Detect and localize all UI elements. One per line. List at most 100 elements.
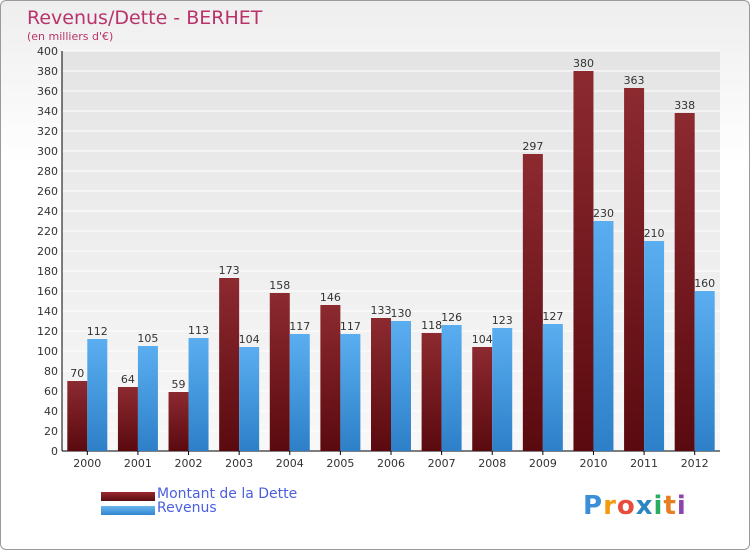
revenue-bar [542, 324, 563, 451]
revenue-bar [391, 321, 411, 451]
x-tick-label: 2005 [326, 457, 354, 470]
revenue-value-label: 117 [340, 320, 361, 333]
revenue-value-label: 117 [289, 320, 310, 333]
y-tick-label: 400 [37, 45, 58, 58]
debt-bar [117, 387, 138, 451]
debt-value-label: 64 [121, 373, 135, 386]
logo-letter: x [635, 491, 654, 521]
y-tick-label: 100 [37, 345, 58, 358]
revenue-value-label: 127 [542, 310, 563, 323]
revenue-value-label: 210 [644, 227, 665, 240]
revenue-value-label: 230 [593, 207, 614, 220]
x-tick-label: 2003 [225, 457, 253, 470]
x-tick-label: 2010 [579, 457, 607, 470]
debt-bar [67, 381, 88, 451]
y-tick-label: 180 [37, 265, 58, 278]
revenue-bar [137, 346, 158, 451]
y-tick-label: 240 [37, 205, 58, 218]
debt-bar [421, 333, 442, 451]
y-tick-label: 340 [37, 105, 58, 118]
revenue-bar [87, 339, 108, 451]
y-tick-label: 280 [37, 165, 58, 178]
revenue-bar [188, 338, 209, 451]
y-tick-label: 200 [37, 245, 58, 258]
chart-title: Revenus/Dette - BERHET [27, 7, 263, 29]
revenue-bar [289, 334, 310, 451]
revenue-bar [644, 241, 665, 451]
y-tick-label: 300 [37, 145, 58, 158]
y-tick-label: 260 [37, 185, 58, 198]
debt-value-label: 380 [573, 57, 594, 70]
x-tick-label: 2001 [124, 457, 152, 470]
logo-letter: P [583, 491, 604, 521]
x-tick-label: 2011 [630, 457, 658, 470]
debt-value-label: 133 [371, 304, 392, 317]
debt-bar [320, 305, 341, 451]
revenue-value-label: 104 [239, 333, 260, 346]
debt-value-label: 363 [624, 74, 645, 87]
debt-bar [522, 154, 543, 451]
x-tick-label: 2002 [175, 457, 203, 470]
debt-bar [674, 113, 695, 451]
debt-value-label: 297 [522, 140, 543, 153]
debt-value-label: 70 [70, 367, 84, 380]
y-tick-label: 220 [37, 225, 58, 238]
x-tick-label: 2004 [276, 457, 304, 470]
revenue-bar [340, 334, 361, 451]
y-tick-label: 160 [37, 285, 58, 298]
y-tick-label: 320 [37, 125, 58, 138]
revenue-bar [694, 291, 715, 451]
debt-value-label: 118 [421, 319, 442, 332]
x-tick-label: 2009 [529, 457, 557, 470]
debt-bar [168, 392, 189, 451]
revenue-value-label: 126 [441, 311, 462, 324]
revenue-bar [441, 325, 462, 451]
debt-bar [371, 318, 391, 451]
y-tick-label: 80 [44, 365, 58, 378]
debt-bar [573, 71, 594, 451]
debt-value-label: 146 [320, 291, 341, 304]
x-tick-label: 2007 [428, 457, 456, 470]
revenue-value-label: 113 [188, 324, 209, 337]
y-tick-label: 120 [37, 325, 58, 338]
chart-subtitle: (en milliers d'€) [27, 30, 114, 43]
proxiti-logo: Proxiti [583, 491, 687, 521]
revenue-value-label: 123 [492, 314, 513, 327]
debt-bar [624, 88, 645, 451]
debt-value-label: 173 [219, 264, 240, 277]
debt-value-label: 59 [172, 378, 186, 391]
debt-bar [219, 278, 240, 451]
y-tick-label: 0 [51, 445, 58, 458]
debt-bar [472, 347, 493, 451]
revenue-value-label: 112 [87, 325, 108, 338]
y-tick-label: 140 [37, 305, 58, 318]
revenue-value-label: 160 [694, 277, 715, 290]
debt-value-label: 158 [269, 279, 290, 292]
legend-label-revenue: Revenus [157, 500, 217, 516]
legend-swatch-debt [101, 492, 155, 501]
debt-value-label: 104 [472, 333, 493, 346]
logo-letter: r [603, 491, 617, 521]
x-tick-label: 2006 [377, 457, 405, 470]
logo-letter: o [616, 491, 636, 521]
y-tick-label: 40 [44, 405, 58, 418]
y-tick-label: 20 [44, 425, 58, 438]
y-tick-label: 360 [37, 85, 58, 98]
revenue-value-label: 105 [137, 332, 158, 345]
y-tick-label: 380 [37, 65, 58, 78]
debt-bar [269, 293, 290, 451]
x-tick-label: 2012 [681, 457, 709, 470]
debt-value-label: 338 [674, 99, 695, 112]
revenue-bar [492, 328, 513, 451]
y-tick-label: 60 [44, 385, 58, 398]
logo-letter: i [676, 491, 687, 521]
legend-swatch-revenue [101, 506, 155, 515]
logo-letter: i [653, 491, 664, 521]
x-tick-label: 2008 [478, 457, 506, 470]
legend-label-debt: Montant de la Dette [157, 486, 298, 502]
revenue-bar [593, 221, 614, 451]
revenue-value-label: 130 [391, 307, 412, 320]
x-tick-label: 2000 [73, 457, 101, 470]
